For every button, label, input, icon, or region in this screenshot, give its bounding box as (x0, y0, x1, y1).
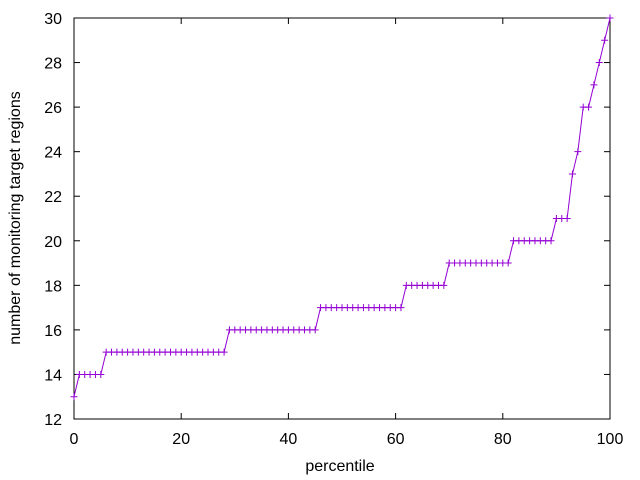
x-tick-label: 20 (172, 431, 190, 448)
y-tick-label: 18 (44, 278, 62, 295)
data-point (311, 326, 319, 334)
y-tick-label: 28 (44, 56, 62, 73)
y-tick-label: 20 (44, 234, 62, 251)
y-tick-label: 26 (44, 100, 62, 117)
data-point (563, 215, 571, 222)
data-point (504, 259, 512, 267)
data-point (606, 14, 614, 22)
data-point (97, 370, 105, 378)
x-tick-label: 80 (494, 431, 512, 448)
data-point (568, 170, 576, 178)
axis-tick-labels: 0 20 40 60 80 100 12 14 16 18 20 22 24 26 28 30 (44, 11, 623, 448)
x-tick-label: 100 (597, 431, 624, 448)
data-point (440, 281, 448, 289)
y-tick-label: 22 (44, 189, 62, 206)
x-tick-label: 0 (70, 431, 79, 448)
y-tick-label: 12 (44, 412, 62, 429)
y-tick-label: 30 (44, 11, 62, 28)
data-point (595, 59, 603, 67)
x-axis-label: percentile (305, 458, 374, 475)
axis-ticks (73, 17, 611, 420)
data-point (590, 81, 598, 89)
series-group (70, 14, 614, 401)
data-point (601, 36, 609, 44)
y-tick-label: 14 (44, 367, 62, 384)
x-tick-label: 40 (280, 431, 298, 448)
data-point (547, 237, 555, 245)
plot-frame (73, 17, 611, 420)
data-point (70, 393, 78, 401)
data-point (585, 103, 593, 111)
data-point (220, 348, 228, 356)
y-axis-label: number of monitoring target regions (7, 91, 24, 344)
y-tick-label: 24 (44, 145, 62, 162)
series-line (73, 17, 611, 397)
data-point (574, 148, 582, 156)
y-tick-label: 16 (44, 323, 62, 340)
data-point (397, 304, 405, 312)
x-tick-label: 60 (387, 431, 405, 448)
